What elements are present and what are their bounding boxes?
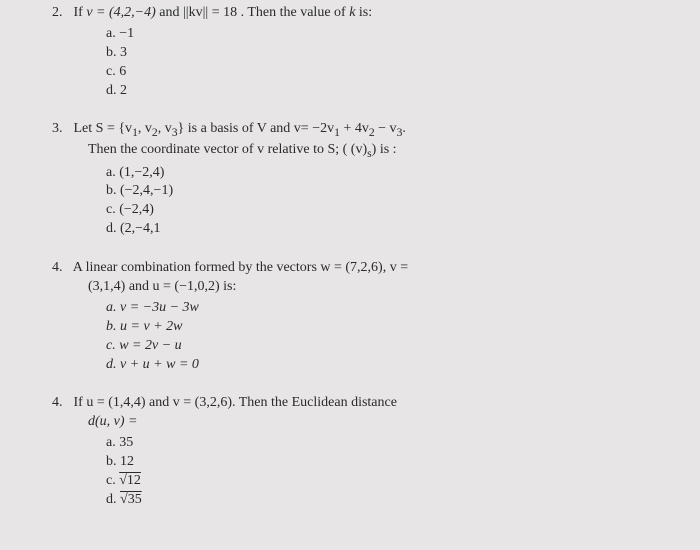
- text: .: [402, 121, 406, 136]
- option-d: d. √35: [106, 491, 672, 510]
- text: , v: [138, 121, 152, 136]
- exam-page: 2. If v = (4,2,−4) and ||kv|| = 18 . The…: [0, 0, 700, 550]
- question-4a-text: 4. A linear combination formed by the ve…: [88, 259, 672, 297]
- question-3-text: 3. Let S = {v1, v2, v3} is a basis of V …: [88, 120, 672, 161]
- option-a: a. 35: [106, 434, 672, 453]
- option-b: b. u = v + 2w: [106, 318, 672, 337]
- question-2-text: 2. If v = (4,2,−4) and ||kv|| = 18 . The…: [88, 4, 672, 23]
- option-b: b. 12: [106, 453, 672, 472]
- option-a: a. v = −3u − 3w: [106, 299, 672, 318]
- option-c: c. (−2,4): [106, 201, 672, 220]
- text: and: [156, 5, 183, 20]
- question-3: 3. Let S = {v1, v2, v3} is a basis of V …: [70, 120, 672, 239]
- option-b: b. (−2,4,−1): [106, 182, 672, 201]
- text: , v: [158, 121, 172, 136]
- option-c: c. w = 2v − u: [106, 337, 672, 356]
- text: − v: [375, 121, 397, 136]
- text: is:: [355, 5, 372, 20]
- question-2: 2. If v = (4,2,−4) and ||kv|| = 18 . The…: [70, 4, 672, 100]
- text: } is a basis of V and v= −2v: [178, 121, 335, 136]
- question-4a-options: a. v = −3u − 3w b. u = v + 2w c. w = 2v …: [106, 299, 672, 375]
- question-4a: 4. A linear combination formed by the ve…: [70, 259, 672, 374]
- sqrt-35: √35: [120, 492, 142, 507]
- option-d: d. (2,−4,1: [106, 220, 672, 239]
- question-3-options: a. (1,−2,4) b. (−2,4,−1) c. (−2,4) d. (2…: [106, 164, 672, 240]
- option-c: c. √12: [106, 472, 672, 491]
- text: Then the coordinate vector of v relative…: [88, 142, 367, 157]
- option-d: d. v + u + w = 0: [106, 356, 672, 375]
- option-c: c. 6: [106, 63, 672, 82]
- option-a: a. −1: [106, 25, 672, 44]
- question-4b-text: 4. If u = (1,4,4) and v = (3,2,6). Then …: [88, 394, 672, 432]
- text: If: [74, 5, 87, 20]
- question-4b: 4. If u = (1,4,4) and v = (3,2,6). Then …: [70, 394, 672, 509]
- option-d: d. 2: [106, 82, 672, 101]
- text: ) is :: [372, 142, 397, 157]
- math: ||kv|| = 18: [183, 5, 237, 20]
- option-a: a. (1,−2,4): [106, 164, 672, 183]
- text: d(u, v) =: [88, 414, 138, 429]
- text: (3,1,4) and u = (−1,0,2) is:: [88, 279, 236, 294]
- text: . Then the value of: [237, 5, 349, 20]
- text: A linear combination formed by the vecto…: [73, 260, 408, 275]
- text: If u = (1,4,4) and v = (3,2,6). Then the…: [74, 395, 397, 410]
- math: v = (4,2,−4): [86, 5, 155, 20]
- question-4b-options: a. 35 b. 12 c. √12 d. √35: [106, 434, 672, 510]
- text: + 4v: [340, 121, 369, 136]
- sqrt-12: √12: [119, 473, 141, 488]
- text: Let S = {v: [74, 121, 133, 136]
- option-b: b. 3: [106, 44, 672, 63]
- question-2-options: a. −1 b. 3 c. 6 d. 2: [106, 25, 672, 101]
